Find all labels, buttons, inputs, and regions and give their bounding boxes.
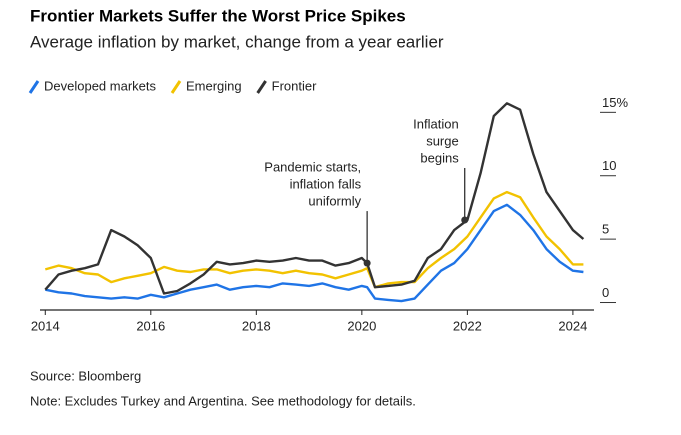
legend-swatch <box>256 80 267 94</box>
x-tick-label: 2014 <box>31 318 60 333</box>
y-tick-label: 10 <box>602 158 616 173</box>
series-line <box>45 203 584 303</box>
legend-label: Developed markets <box>44 78 156 93</box>
x-tick-label: 2020 <box>347 318 376 333</box>
legend-label: Frontier <box>272 78 317 93</box>
annotation-text: surge <box>426 133 459 148</box>
legend-label: Emerging <box>186 78 242 93</box>
annotation-text: inflation falls <box>290 177 362 192</box>
x-tick-label: 2016 <box>136 318 165 333</box>
chart-subtitle: Average inflation by market, change from… <box>30 32 444 51</box>
legend-swatch <box>28 80 40 94</box>
annotation-text: begins <box>420 150 459 165</box>
y-tick-label: 5 <box>602 222 609 237</box>
annotation-text: Inflation <box>413 116 459 131</box>
y-tick-label: 0 <box>602 285 609 300</box>
legend-swatch <box>170 80 182 94</box>
x-tick-label: 2018 <box>242 318 271 333</box>
x-tick-label: 2022 <box>453 318 482 333</box>
annotation-dot <box>363 259 371 267</box>
chart-title: Frontier Markets Suffer the Worst Price … <box>30 6 406 25</box>
x-tick-label: 2024 <box>558 318 587 333</box>
series-line <box>44 190 584 289</box>
source: Source: Bloomberg <box>30 368 141 383</box>
y-tick-label: 15% <box>602 95 628 110</box>
annotation-text: uniformly <box>308 194 361 209</box>
annotation-text: Pandemic starts, <box>264 160 361 175</box>
annotation-dot <box>461 216 469 224</box>
series-line <box>44 102 585 295</box>
note: Note: Excludes Turkey and Argentina. See… <box>30 393 416 408</box>
